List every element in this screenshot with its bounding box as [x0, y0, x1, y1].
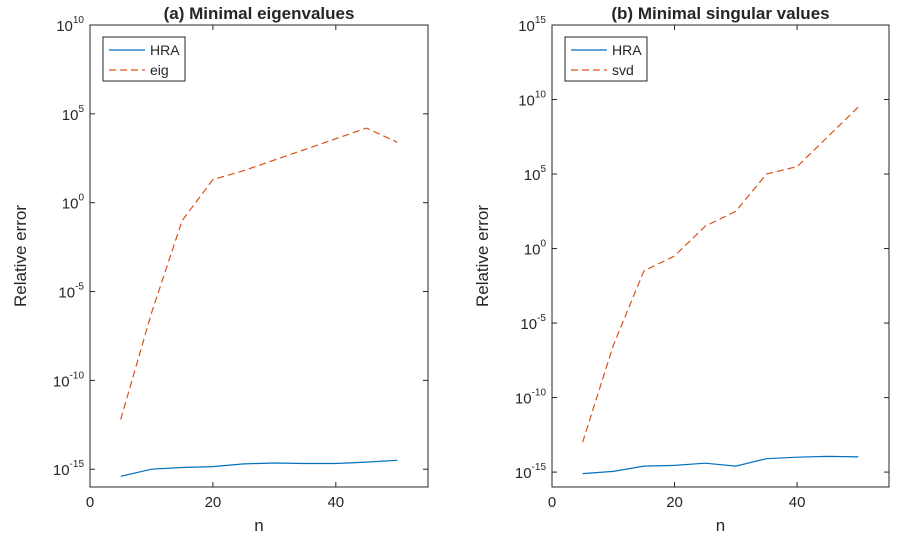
panel1-ytick-label: 10-5	[520, 313, 546, 333]
panel1-series-svd-line	[582, 106, 859, 443]
panel0-ytick-label: 10-15	[53, 459, 85, 479]
panel0-axes-frame	[89, 24, 429, 488]
panel0-ytick-label: 1010	[56, 15, 84, 35]
panel1-ytick-label: 105	[524, 164, 547, 184]
panel1-ytick-label: 1015	[518, 15, 546, 35]
panel1-ylabel: Relative error	[473, 205, 492, 307]
panel0-ytick-label: 105	[62, 104, 85, 124]
panel0-xlabel: n	[254, 516, 263, 535]
panel1-legend-label-svd: svd	[612, 62, 634, 78]
panel1-xlabel: n	[716, 516, 725, 535]
panel1-ytick-label: 10-15	[515, 462, 547, 482]
panel0-ytick-label: 10-10	[53, 370, 85, 390]
panel0-xtick-label: 20	[205, 494, 222, 511]
panel1-xtick-label: 20	[666, 494, 683, 511]
panel0-series-eig-line	[120, 127, 398, 420]
panel1-ytick-label: 1010	[518, 90, 546, 110]
panel1-xtick-label: 40	[789, 494, 806, 511]
panel0-ytick-label: 100	[62, 193, 85, 213]
panel1-ytick-label: 100	[524, 239, 547, 259]
panel0-xtick-label: 0	[86, 494, 94, 511]
panel-minimal-eigenvalues: (a) Minimal eigenvalues 0 20 40 10-15 10-10 10…	[11, 4, 429, 535]
panel0-legend-label-eig: eig	[150, 62, 169, 78]
panel0-title: (a) Minimal eigenvalues	[164, 4, 355, 23]
panel0-legend-label-hra: HRA	[150, 42, 180, 58]
panel1-series-hra-line	[582, 455, 859, 475]
panel0-xtick-label: 40	[327, 494, 344, 511]
panel0-legend-box	[102, 36, 186, 82]
panel0-series-hra-line	[120, 459, 398, 477]
panel1-axes-frame	[551, 24, 890, 488]
panel1-xtick-label: 0	[548, 494, 556, 511]
panel1-title: (b) Minimal singular values	[611, 4, 829, 23]
panel1-ytick-label: 10-10	[515, 388, 547, 408]
panel0-ylabel: Relative error	[11, 205, 30, 307]
panel1-legend-label-hra: HRA	[612, 42, 642, 58]
panel-minimal-singular-values: (b) Minimal singular values 0 20 40 10-15 10-…	[473, 4, 890, 535]
panel1-legend-box	[564, 36, 648, 82]
panel0-ytick-label: 10-5	[58, 282, 84, 302]
